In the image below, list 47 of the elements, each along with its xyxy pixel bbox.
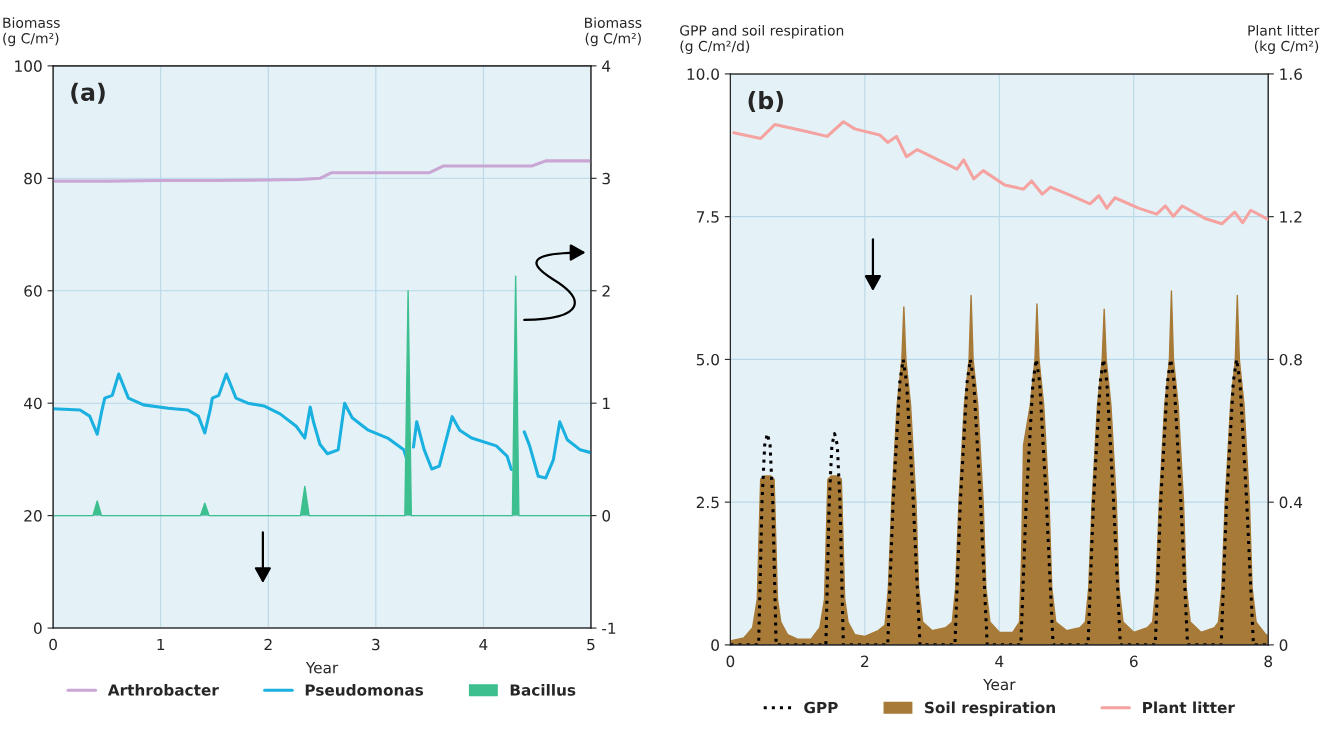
x-tick-label: 1 xyxy=(157,638,165,651)
x-axis-title: Year xyxy=(983,678,1016,691)
y2-axis-title: Plant litter (kg C/m²) xyxy=(1248,24,1320,54)
legend-label: Arthrobacter xyxy=(107,683,219,696)
line-series xyxy=(732,120,1269,226)
annotation: (a) xyxy=(71,82,105,104)
x-tick-label: 8 xyxy=(1264,655,1273,668)
y-axis-title: GPP and soil respiration (g C/m²/d) xyxy=(680,24,844,54)
x-tick-label: 0 xyxy=(49,638,57,651)
y2-tick-label: 4 xyxy=(602,60,611,72)
y2-tick-label: 0.4 xyxy=(1279,496,1303,509)
y-tick-label: 40 xyxy=(24,397,42,410)
y2-tick-label: -1 xyxy=(602,622,616,634)
y2-tick-label: 1 xyxy=(603,397,610,409)
y-tick-label: 10.0 xyxy=(687,68,719,80)
legend-label: Pseudomonas xyxy=(305,683,424,696)
y2-tick-label: 0.8 xyxy=(1279,353,1302,366)
x-tick-label: 2 xyxy=(861,655,869,667)
y2-tick-label: 0 xyxy=(602,510,611,522)
y-axis-title: Biomass (g C/m²) xyxy=(3,17,60,47)
y2-axis-title: Biomass (g C/m²) xyxy=(585,17,642,47)
x-tick-label: 5 xyxy=(587,638,595,651)
y-tick-label: 100 xyxy=(15,60,42,72)
y-tick-label: 20 xyxy=(24,510,42,522)
y-tick-label: 2.5 xyxy=(696,496,719,509)
y-tick-label: 7.5 xyxy=(696,211,719,223)
x-tick-label: 6 xyxy=(1129,655,1138,668)
x-tick-label: 3 xyxy=(372,638,380,651)
y2-tick-label: 3 xyxy=(602,172,610,185)
x-tick-label: 4 xyxy=(479,638,488,651)
x-axis-title: Year xyxy=(305,662,339,674)
x-tick-label: 0 xyxy=(726,655,735,668)
y2-tick-label: 1.6 xyxy=(1280,68,1302,80)
legend-label: Soil respiration xyxy=(925,701,1055,717)
legend-label: GPP xyxy=(804,701,838,714)
x-tick-label: 2 xyxy=(264,638,272,651)
y-tick-label: 0 xyxy=(33,622,42,635)
y2-tick-label: 2 xyxy=(602,285,610,297)
y-tick-label: 60 xyxy=(24,285,42,297)
annotation: (b) xyxy=(748,91,783,113)
line-series xyxy=(53,159,591,183)
y-tick-label: 80 xyxy=(24,172,42,185)
legend-label: Plant litter xyxy=(1143,701,1235,714)
x-tick-label: 4 xyxy=(995,655,1004,667)
legend-label: Bacillus xyxy=(510,683,576,696)
y-tick-label: 5.0 xyxy=(696,353,719,366)
y2-tick-label: 1.2 xyxy=(1280,211,1302,223)
